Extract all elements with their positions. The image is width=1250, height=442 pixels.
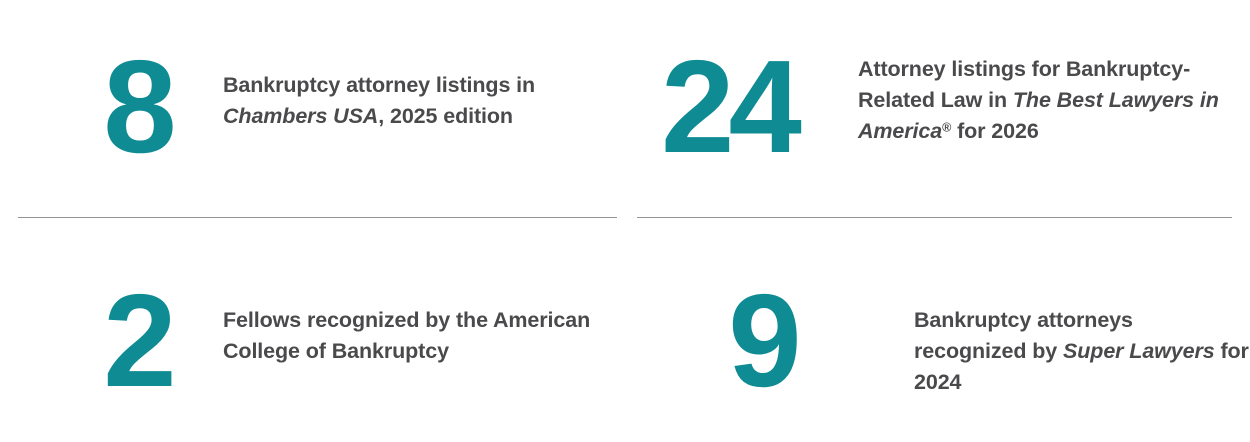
- stat-description: Bankruptcy attorneys recognized by Super…: [914, 308, 1249, 394]
- stat-number: 24: [661, 33, 802, 180]
- stat-item-chambers-usa-listings: 8 Bankruptcy attorney listings in Chambe…: [0, 0, 625, 218]
- stat-number: 9: [728, 267, 801, 414]
- divider-left: [18, 217, 617, 218]
- stats-row-bottom: 2 Fellows recognized by the American Col…: [0, 218, 1250, 442]
- stat-number: 2: [103, 267, 176, 414]
- stat-item-super-lawyers-recognized: 9 Bankruptcy attorneys recognized by Sup…: [625, 218, 1250, 442]
- divider-right: [637, 217, 1232, 218]
- stats-row-top: 8 Bankruptcy attorney listings in Chambe…: [0, 0, 1250, 218]
- stat-description: Bankruptcy attorney listings in Chambers…: [223, 73, 536, 128]
- stat-item-best-lawyers-listings: 24 Attorney listings for Bankruptcy-Rela…: [625, 0, 1250, 218]
- stat-number: 8: [103, 33, 176, 180]
- stat-description: Fellows recognized by the American Colle…: [223, 308, 591, 363]
- stat-item-american-college-bankruptcy-fellows: 2 Fellows recognized by the American Col…: [0, 218, 625, 442]
- stat-description: Attorney listings for Bankruptcy-Related…: [858, 57, 1219, 143]
